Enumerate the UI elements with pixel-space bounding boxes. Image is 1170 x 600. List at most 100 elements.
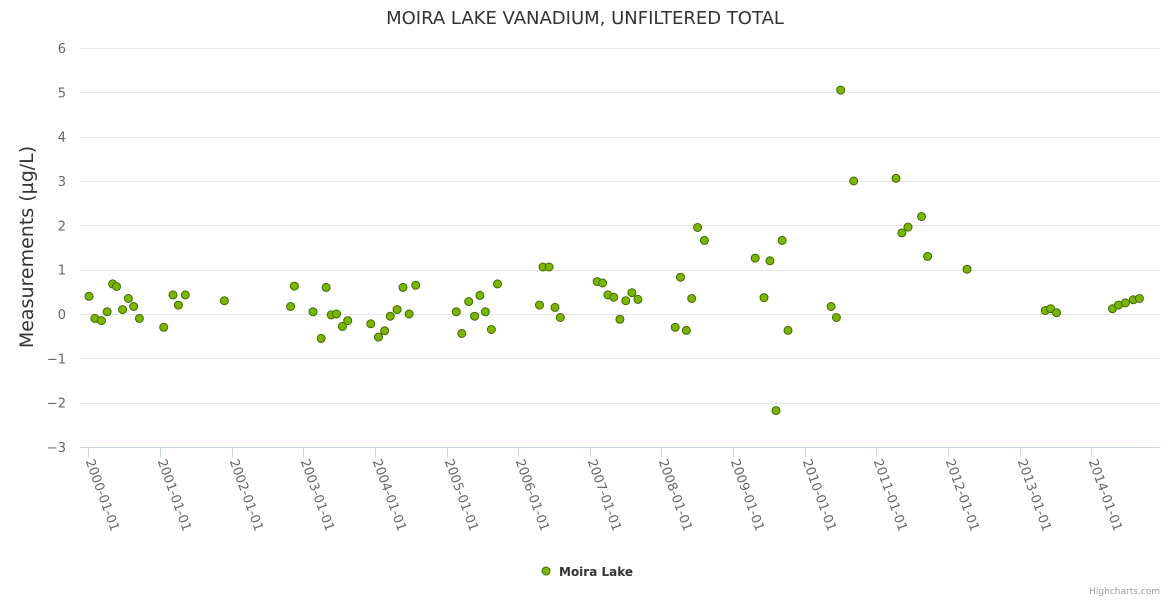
y-axis-title: Measurements (µg/L) [16, 146, 38, 348]
x-tick-label: 2009-01-01 [727, 457, 767, 533]
y-tick-label: 5 [58, 86, 66, 101]
x-tick-label: 2012-01-01 [942, 457, 982, 533]
data-point[interactable] [123, 294, 133, 303]
data-point[interactable] [486, 325, 496, 334]
data-point[interactable] [836, 85, 846, 95]
y-tick-label: 2 [58, 219, 66, 234]
x-tick-label: 2010-01-01 [799, 457, 839, 533]
x-tick-label: 2007-01-01 [584, 457, 624, 533]
data-point[interactable] [168, 290, 178, 300]
data-point[interactable] [777, 235, 787, 245]
data-point[interactable] [1134, 294, 1144, 303]
data-point[interactable] [332, 309, 341, 319]
x-tick-label: 2014-01-01 [1085, 457, 1125, 533]
data-point[interactable] [321, 282, 331, 292]
legend-marker[interactable] [541, 566, 551, 576]
data-point[interactable] [621, 296, 631, 306]
data-point[interactable] [308, 307, 318, 317]
data-point[interactable] [457, 329, 467, 338]
x-tick-label: 2001-01-01 [154, 457, 194, 533]
data-point[interactable] [535, 300, 544, 310]
x-tick-label: 2013-01-01 [1014, 457, 1054, 533]
data-point[interactable] [404, 309, 414, 319]
data-point[interactable] [687, 294, 697, 303]
x-tick-label: 2003-01-01 [297, 457, 337, 533]
x-tick-label: 2008-01-01 [655, 457, 695, 533]
data-point[interactable] [316, 333, 326, 343]
data-point[interactable] [670, 322, 680, 332]
data-point[interactable] [544, 262, 554, 272]
data-point[interactable] [598, 278, 608, 288]
y-tick-label: −2 [47, 397, 66, 412]
data-point[interactable] [475, 290, 485, 300]
data-point[interactable] [1120, 298, 1130, 308]
data-point[interactable] [366, 319, 376, 329]
x-tick-label: 2002-01-01 [226, 457, 266, 533]
data-point[interactable] [96, 316, 106, 326]
y-tick-label: 1 [58, 264, 66, 279]
data-point[interactable] [118, 305, 128, 315]
data-point[interactable] [1052, 308, 1061, 318]
credits-link[interactable]: Highcharts.com [1089, 587, 1160, 597]
y-tick-label: 3 [58, 175, 66, 190]
data-point[interactable] [159, 322, 169, 332]
data-point[interactable] [451, 307, 461, 317]
data-point[interactable] [343, 316, 353, 326]
data-point[interactable] [849, 176, 859, 186]
data-point[interactable] [693, 223, 703, 232]
y-tick-label: 4 [58, 131, 66, 146]
data-point[interactable] [385, 311, 395, 321]
data-point[interactable] [289, 281, 299, 291]
data-point[interactable] [831, 313, 841, 322]
legend-label-moira-lake[interactable]: Moira Lake [559, 565, 633, 579]
data-point[interactable] [962, 264, 972, 274]
data-point[interactable] [102, 307, 112, 317]
data-point[interactable] [633, 294, 643, 304]
data-point[interactable] [112, 282, 121, 291]
data-point[interactable] [480, 307, 490, 317]
data-point[interactable] [392, 305, 402, 315]
data-point[interactable] [681, 325, 691, 335]
data-point[interactable] [615, 314, 625, 324]
data-point[interactable] [173, 300, 183, 310]
data-point[interactable] [826, 302, 836, 311]
y-axis-ticks: −3 −2 −1 0 1 2 3 4 5 6 [47, 42, 66, 456]
data-point[interactable] [550, 302, 560, 312]
data-point[interactable] [129, 302, 139, 311]
data-point[interactable] [676, 272, 685, 282]
data-point[interactable] [917, 212, 926, 221]
data-point[interactable] [219, 296, 229, 306]
data-point[interactable] [493, 279, 502, 289]
data-point[interactable] [750, 253, 760, 263]
data-point[interactable] [337, 321, 347, 331]
data-point[interactable] [411, 280, 421, 290]
data-point[interactable] [903, 222, 913, 232]
data-point[interactable] [891, 173, 901, 183]
data-point[interactable] [699, 235, 709, 245]
legend[interactable]: Moira Lake [541, 565, 633, 579]
data-point[interactable] [180, 290, 190, 300]
data-point[interactable] [771, 406, 781, 416]
data-point[interactable] [464, 297, 474, 307]
data-point[interactable] [286, 302, 296, 311]
x-tick-label: 2004-01-01 [369, 457, 409, 533]
chart-title: MOIRA LAKE VANADIUM, UNFILTERED TOTAL [386, 8, 784, 29]
data-point[interactable] [555, 313, 565, 322]
data-point[interactable] [759, 293, 769, 303]
data-point[interactable] [897, 228, 907, 238]
data-point[interactable] [765, 256, 775, 266]
data-point[interactable] [627, 288, 637, 298]
data-point[interactable] [380, 326, 390, 336]
data-point[interactable] [134, 313, 144, 323]
data-point[interactable] [374, 332, 383, 342]
data-point[interactable] [783, 325, 793, 335]
data-point[interactable] [84, 291, 94, 301]
data-point[interactable] [470, 311, 480, 321]
x-tick-label: 2006-01-01 [512, 457, 552, 533]
data-point[interactable] [923, 251, 933, 261]
data-point[interactable] [398, 282, 408, 292]
x-axis-ticks: 2000-01-01 2001-01-01 2002-01-01 2003-01-01… [82, 447, 1125, 533]
data-point[interactable] [609, 292, 619, 302]
